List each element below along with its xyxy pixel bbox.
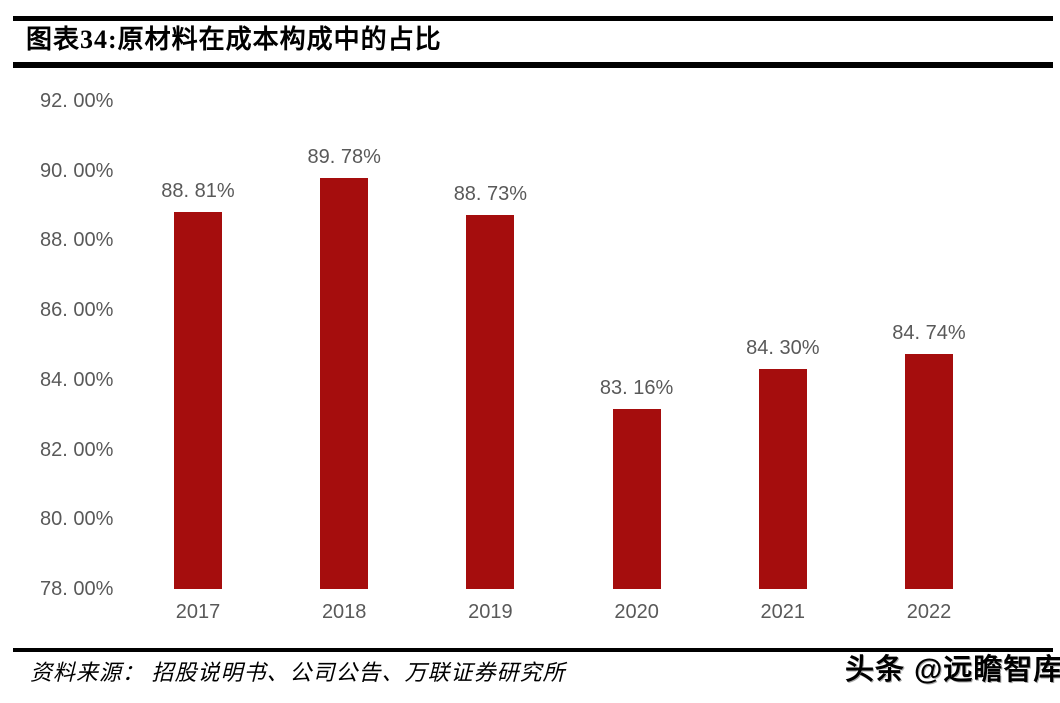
source-note: 资料来源： 招股说明书、公司公告、万联证券研究所	[30, 660, 566, 685]
x-axis-tick-label: 2021	[760, 601, 806, 623]
y-axis-tick-label: 80. 00%	[40, 508, 114, 531]
bar-2022	[905, 354, 953, 589]
bar-value-label: 83. 16%	[599, 377, 674, 400]
x-axis-tick-label: 2022	[906, 601, 952, 623]
header-top-rule	[13, 16, 1053, 21]
bar-value-label: 89. 78%	[307, 146, 381, 169]
bar-2018	[320, 178, 369, 589]
bar-value-label: 84. 30%	[746, 337, 820, 360]
bar-value-label: 88. 73%	[453, 182, 528, 205]
bar-2020	[612, 409, 661, 589]
x-axis-tick-label: 2017	[175, 601, 221, 623]
footer-rule	[13, 648, 1053, 652]
x-axis-tick-label: 2020	[614, 601, 659, 623]
header-bottom-rule	[13, 62, 1053, 68]
y-axis-tick-label: 86. 00%	[40, 299, 114, 322]
bar-2017	[174, 212, 222, 589]
bar-value-label: 84. 74%	[892, 322, 966, 345]
bar-2021	[758, 369, 807, 589]
bar-chart: 92. 00% 90. 00% 88. 00% 86. 00% 84. 00% 82. 0…	[0, 85, 1060, 645]
y-axis-tick-label: 92. 00%	[40, 90, 114, 112]
y-axis-tick-label: 82. 00%	[40, 438, 114, 461]
bar-value-label: 88. 81%	[161, 180, 235, 203]
page-title: 图表34:原材料在成本构成中的占比	[26, 25, 442, 54]
y-axis-tick-label: 88. 00%	[40, 229, 114, 252]
y-axis-tick-label: 84. 00%	[40, 368, 114, 391]
y-axis-tick-label: 90. 00%	[40, 159, 114, 182]
toutiao-watermark: 头条 @远瞻智库	[845, 654, 1060, 686]
x-axis-tick-label: 2018	[321, 601, 367, 623]
x-axis-tick-label: 2019	[468, 601, 513, 623]
bar-2019	[466, 214, 515, 589]
y-axis-tick-label: 78. 00%	[40, 578, 114, 600]
